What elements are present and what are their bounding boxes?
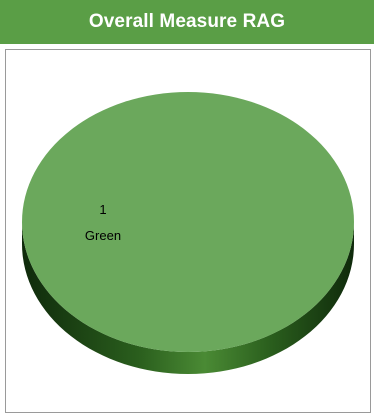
pie-slice-green[interactable] [22, 92, 354, 352]
panel-header: Overall Measure RAG [0, 0, 374, 44]
panel-title: Overall Measure RAG [88, 11, 286, 32]
pie-slice-side[interactable] [22, 222, 354, 374]
slice-name-label: Green [85, 228, 121, 243]
slice-value-label: 1 [99, 202, 106, 217]
